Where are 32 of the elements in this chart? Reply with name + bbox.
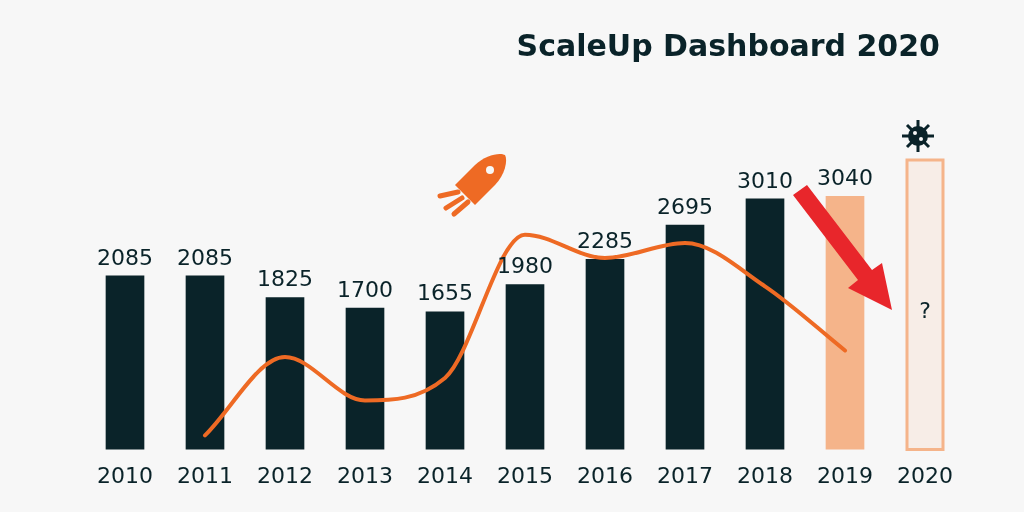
data-label: 1825 [257,266,313,292]
x-tick-label: 2018 [737,462,793,488]
x-tick-label: 2013 [337,462,393,488]
x-tick-label: 2011 [177,462,233,488]
data-label: 3010 [737,167,793,193]
chart-title: ScaleUp Dashboard 2020 [516,28,940,63]
x-tick-label: 2016 [577,462,633,488]
bar [425,311,465,450]
x-tick-label: 2012 [257,462,313,488]
x-tick-label: 2017 [657,462,713,488]
data-label: 1700 [337,276,393,302]
data-label: 2285 [577,227,633,253]
band-label: ? [919,297,931,323]
x-tick-label: 2015 [497,462,553,488]
bar [345,307,385,450]
data-label: 1655 [417,280,473,306]
x-tick-label: 2019 [817,462,873,488]
bar [185,275,225,450]
bar [585,258,625,450]
bar [745,198,785,450]
data-label: 2695 [657,193,713,219]
x-tick-label: 2014 [417,462,473,488]
bar [665,224,705,450]
x-tick-label: 2020 [897,462,953,488]
data-label: 1980 [497,253,553,279]
bar [105,275,145,450]
bar [505,284,545,450]
data-label: 2085 [97,244,153,270]
x-tick-label: 2010 [97,462,153,488]
data-label: 2085 [177,244,233,270]
bar [265,297,305,450]
data-label: 3040 [817,165,873,191]
